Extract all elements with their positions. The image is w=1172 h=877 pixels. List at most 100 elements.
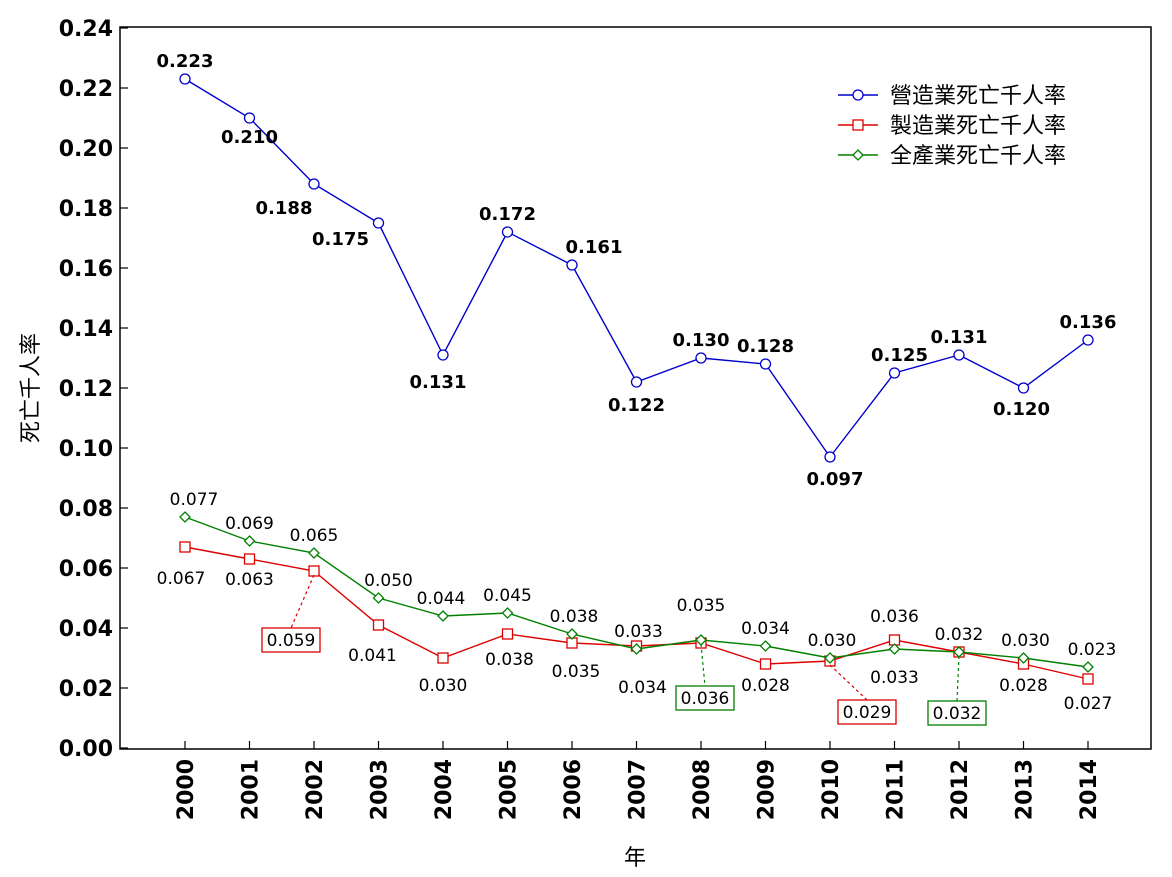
data-point xyxy=(824,451,836,463)
data-point xyxy=(372,619,385,631)
y-tick-label: 0.04 xyxy=(59,617,113,642)
data-point xyxy=(888,643,901,655)
x-tick-label: 2011 xyxy=(884,759,909,820)
data-point xyxy=(759,658,772,670)
data-label: 0.175 xyxy=(312,229,369,250)
callout-label: 0.032 xyxy=(933,704,982,724)
x-tick-label: 2012 xyxy=(948,759,973,820)
callout-leader xyxy=(700,643,706,687)
y-tick-label: 0.02 xyxy=(59,677,113,702)
y-tick-label: 0.24 xyxy=(59,17,113,42)
y-axis: 0.00 0.02 0.04 0.06 0.08 0.10 0.12 0.14 0.16 0.18… xyxy=(59,17,128,762)
data-label: 0.035 xyxy=(552,662,601,682)
data-label: 0.122 xyxy=(608,395,665,416)
data-label: 0.136 xyxy=(1060,312,1117,333)
data-label: 0.172 xyxy=(479,204,536,225)
data-point xyxy=(243,553,256,565)
data-point xyxy=(437,349,449,361)
y-tick-label: 0.10 xyxy=(59,437,113,462)
data-label: 0.069 xyxy=(225,514,274,534)
data-point xyxy=(179,73,191,85)
x-tick-label: 2013 xyxy=(1013,759,1038,820)
x-tick-label: 2014 xyxy=(1077,759,1102,820)
data-point xyxy=(759,640,772,652)
data-point xyxy=(1082,661,1094,673)
data-point xyxy=(759,358,772,370)
y-tick-label: 0.12 xyxy=(59,377,113,402)
data-point xyxy=(372,592,385,604)
y-tick-label: 0.14 xyxy=(59,317,113,342)
y-tick-label: 0.00 xyxy=(59,737,113,762)
data-point xyxy=(824,652,836,664)
data-point xyxy=(953,349,965,361)
data-point xyxy=(1017,382,1030,394)
data-label: 0.038 xyxy=(550,607,599,627)
callout-label-box xyxy=(675,685,735,711)
data-label: 0.044 xyxy=(417,589,466,609)
callout-label-box xyxy=(927,700,987,726)
x-tick-label: 2003 xyxy=(368,759,393,820)
y-tick-label: 0.20 xyxy=(59,137,113,162)
data-label: 0.131 xyxy=(931,327,988,348)
data-point xyxy=(888,367,901,379)
data-label: 0.036 xyxy=(870,607,919,627)
legend-label: 製造業死亡千人率 xyxy=(890,114,1066,139)
data-point xyxy=(308,547,320,559)
y-tick-label: 0.08 xyxy=(59,497,113,522)
data-label: 0.130 xyxy=(673,330,730,351)
data-label: 0.161 xyxy=(566,237,623,258)
callout-label-box xyxy=(837,699,897,725)
data-label: 0.033 xyxy=(870,668,919,688)
callout-label: 0.029 xyxy=(843,703,892,723)
data-point xyxy=(1017,652,1030,664)
data-point xyxy=(566,259,578,271)
y-tick-label: 0.22 xyxy=(59,77,113,102)
data-point xyxy=(501,628,514,640)
data-label: 0.030 xyxy=(1001,631,1050,651)
data-label: 0.063 xyxy=(225,570,274,590)
data-point xyxy=(1082,673,1094,685)
data-point xyxy=(372,217,385,229)
data-label: 0.028 xyxy=(741,676,790,696)
data-label: 0.050 xyxy=(364,571,413,591)
data-label: 0.027 xyxy=(1064,694,1113,714)
data-label: 0.023 xyxy=(1068,640,1117,660)
data-label: 0.188 xyxy=(256,198,313,219)
data-point xyxy=(566,628,578,640)
x-tick-label: 2001 xyxy=(239,759,264,820)
data-label: 0.041 xyxy=(348,646,397,666)
data-label: 0.028 xyxy=(999,676,1048,696)
data-point xyxy=(437,610,449,622)
series-layer xyxy=(179,73,1094,685)
x-tick-label: 2005 xyxy=(497,759,522,820)
data-label: 0.034 xyxy=(741,619,790,639)
data-label: 0.030 xyxy=(419,676,468,696)
callout-leader xyxy=(956,655,960,702)
data-point xyxy=(695,352,707,364)
x-tick-label: 2008 xyxy=(690,759,715,820)
x-tick-label: 2007 xyxy=(626,759,651,820)
data-label: 0.067 xyxy=(157,569,206,589)
data-label: 0.077 xyxy=(170,490,219,510)
data-label: 0.033 xyxy=(614,622,663,642)
legend-marker xyxy=(852,149,864,161)
data-point xyxy=(630,376,643,388)
y-tick-label: 0.18 xyxy=(59,197,113,222)
x-tick-label: 2000 xyxy=(174,759,199,820)
callout-label: 0.036 xyxy=(681,689,730,709)
x-tick-label: 2010 xyxy=(819,759,844,820)
data-point xyxy=(179,541,191,553)
data-label: 0.038 xyxy=(485,650,534,670)
data-point xyxy=(1082,334,1094,346)
data-label: 0.035 xyxy=(677,596,726,616)
data-point xyxy=(501,607,514,619)
x-axis: 2000 2001 2002 2003 2004 2005 2006 2007 2008 2009… xyxy=(174,741,1102,820)
data-label: 0.032 xyxy=(935,625,984,645)
data-point xyxy=(501,226,514,238)
legend-label: 全產業死亡千人率 xyxy=(890,144,1066,169)
legend-label: 營造業死亡千人率 xyxy=(890,84,1066,109)
data-label: 0.097 xyxy=(807,469,864,490)
x-tick-label: 2004 xyxy=(432,759,457,820)
